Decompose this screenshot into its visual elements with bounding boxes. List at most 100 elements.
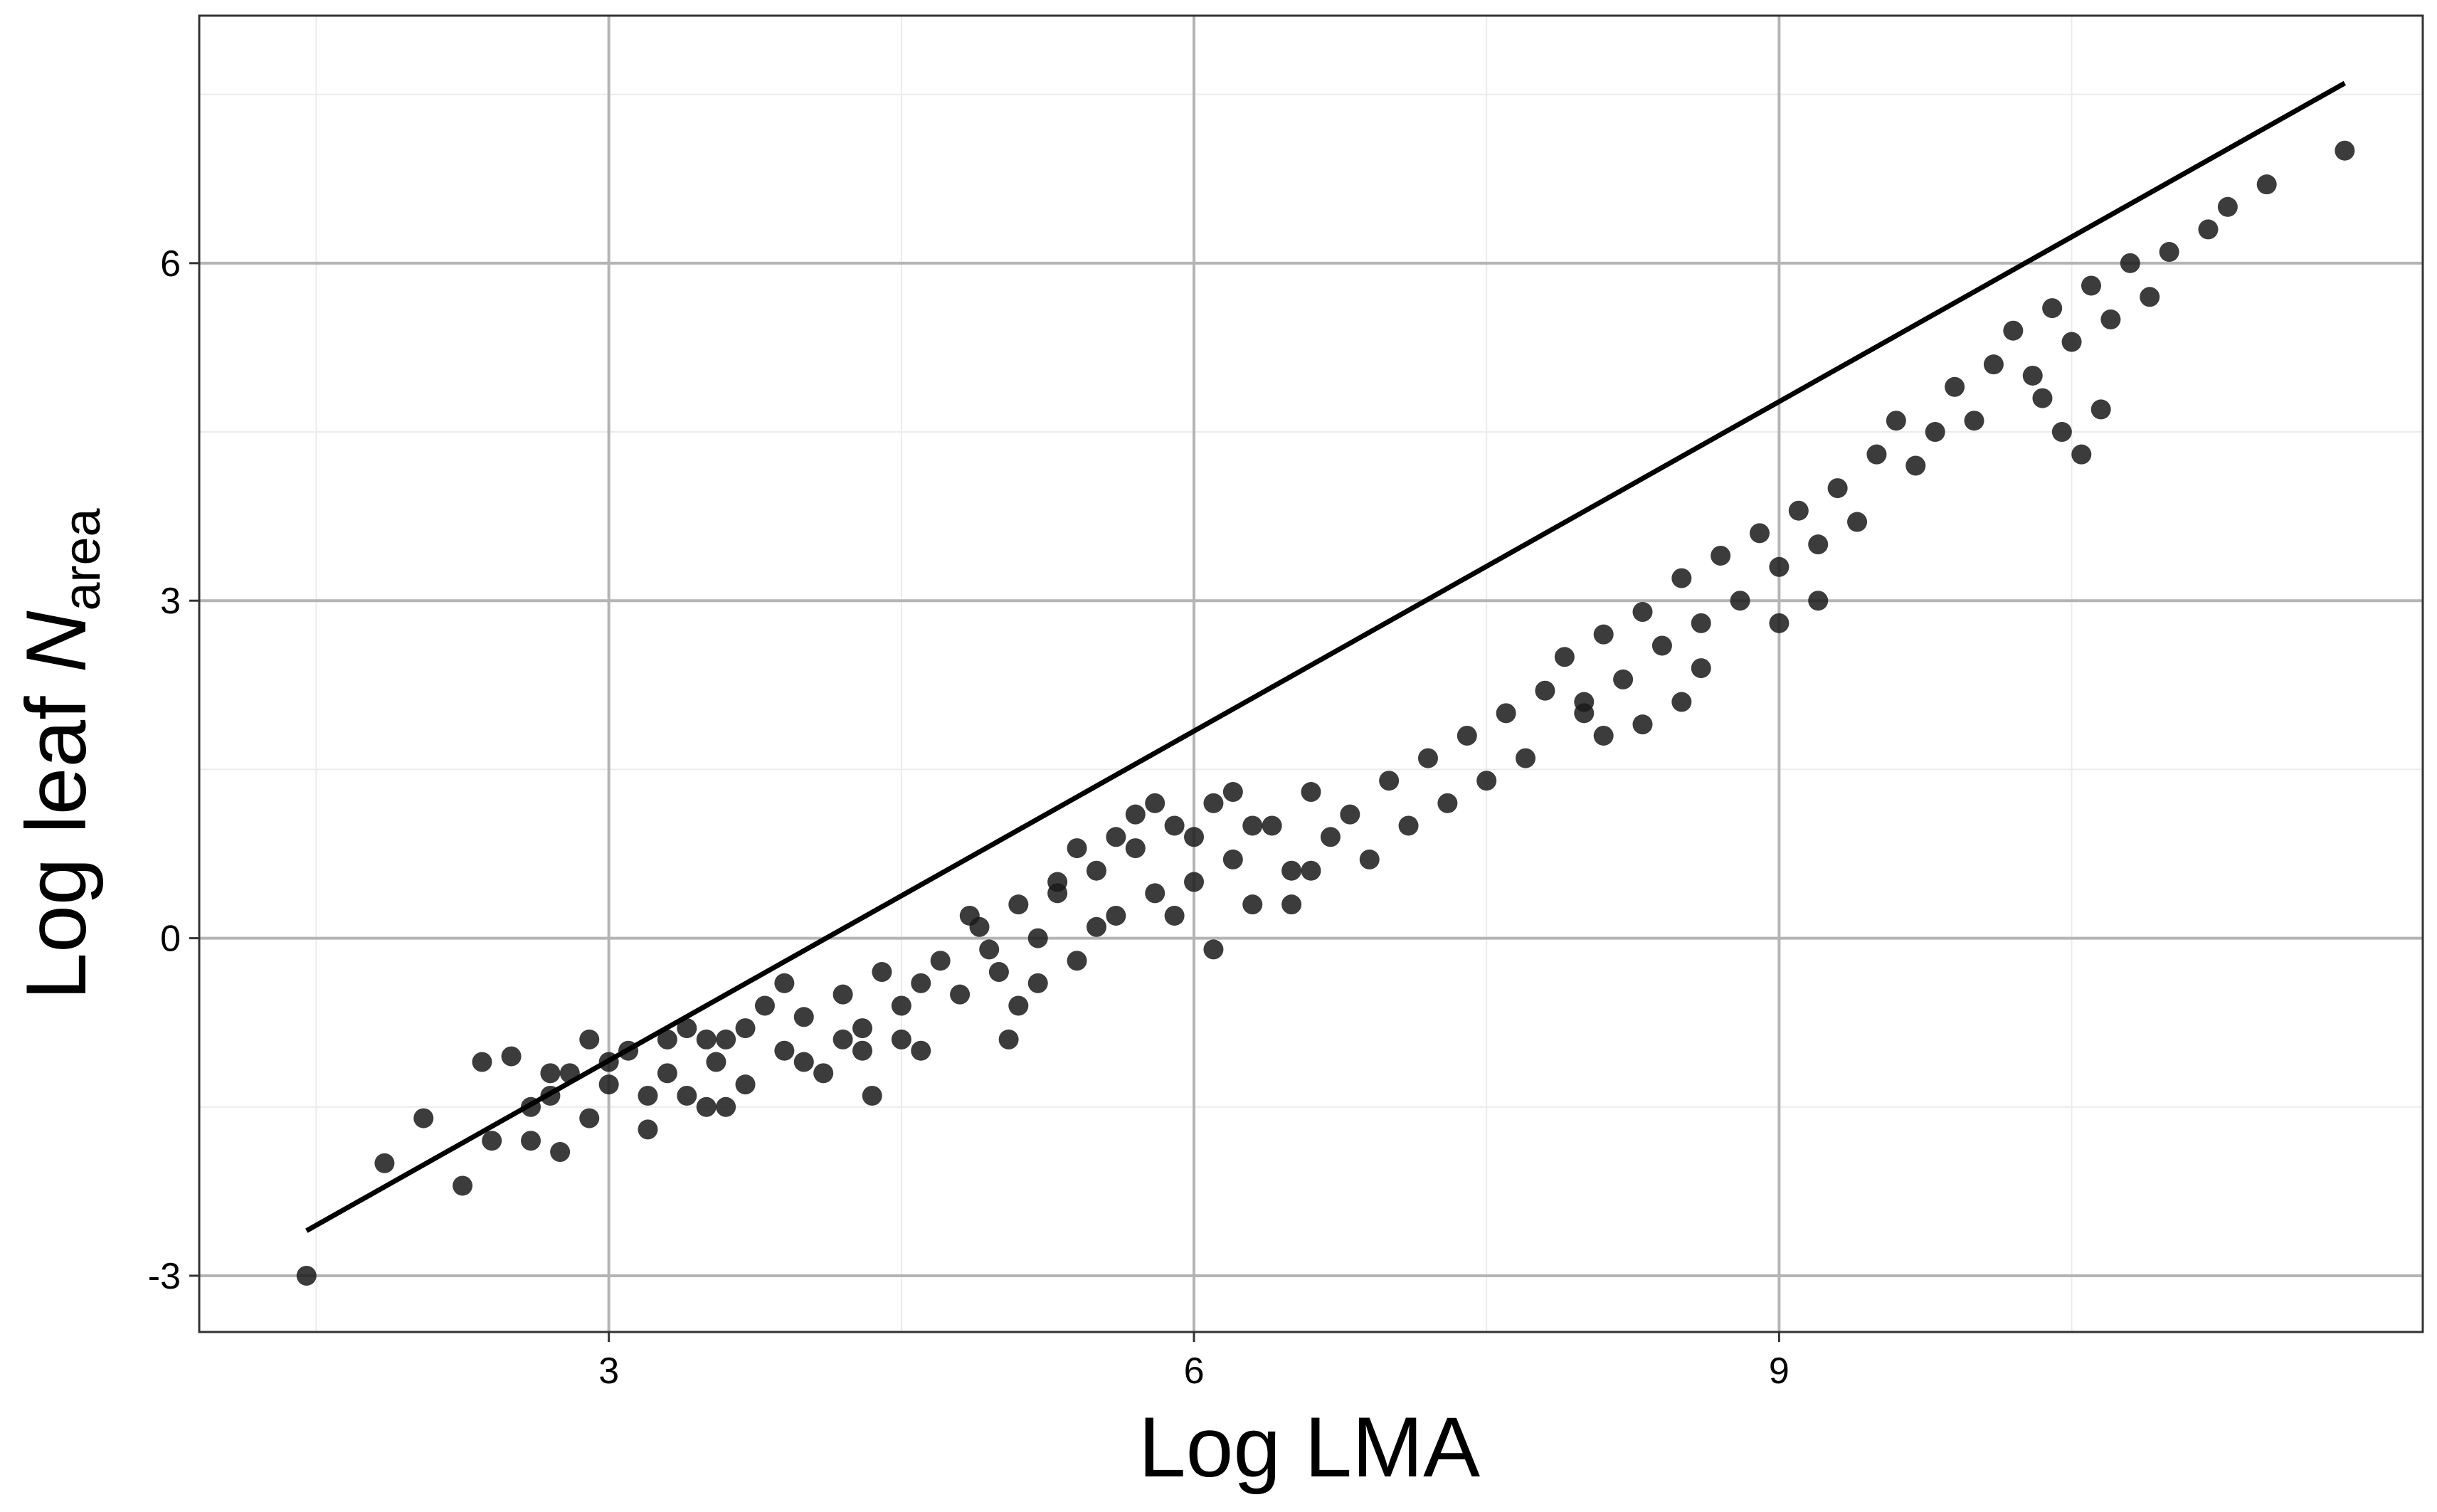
data-point bbox=[1203, 793, 1224, 813]
data-point bbox=[598, 1074, 619, 1095]
data-point bbox=[2051, 422, 2072, 443]
data-point bbox=[1632, 602, 1653, 623]
data-point bbox=[1222, 782, 1243, 803]
data-point bbox=[793, 1052, 814, 1072]
data-point bbox=[1671, 692, 1692, 712]
y-tick-label: -3 bbox=[148, 1256, 181, 1297]
data-point bbox=[1086, 916, 1106, 937]
data-point bbox=[716, 1096, 736, 1117]
data-point bbox=[2256, 174, 2277, 195]
data-point bbox=[1417, 748, 1438, 768]
data-point bbox=[696, 1096, 717, 1117]
data-point bbox=[793, 1007, 814, 1027]
data-point bbox=[2217, 196, 2238, 217]
data-point bbox=[657, 1063, 677, 1084]
data-point bbox=[1827, 478, 1848, 499]
y-axis-title: Log leaf Narea bbox=[9, 507, 111, 1000]
data-point bbox=[2022, 365, 2043, 386]
data-point bbox=[2061, 332, 2082, 352]
data-point bbox=[2198, 219, 2219, 240]
data-point bbox=[296, 1265, 317, 1286]
data-point bbox=[1847, 512, 1868, 532]
data-point bbox=[1262, 815, 1282, 836]
data-point bbox=[677, 1018, 697, 1039]
data-point bbox=[852, 1018, 873, 1039]
data-point bbox=[1496, 703, 1516, 724]
data-point bbox=[550, 1142, 571, 1163]
data-point bbox=[579, 1108, 600, 1128]
data-point bbox=[2120, 253, 2140, 273]
data-point bbox=[1808, 534, 1829, 555]
data-point bbox=[1379, 771, 1400, 791]
data-point bbox=[1769, 613, 1790, 633]
data-point bbox=[2159, 242, 2179, 263]
data-point bbox=[1945, 376, 1965, 397]
data-point bbox=[1905, 455, 1926, 476]
data-point bbox=[959, 905, 980, 926]
data-point bbox=[1691, 613, 1711, 633]
data-point bbox=[1535, 680, 1555, 701]
data-point bbox=[1671, 568, 1692, 588]
data-point bbox=[1145, 883, 1165, 904]
data-point bbox=[1281, 894, 1302, 915]
data-point bbox=[872, 962, 892, 983]
data-point bbox=[774, 1040, 795, 1061]
data-point bbox=[1106, 827, 1126, 847]
data-point bbox=[540, 1063, 561, 1084]
data-point bbox=[482, 1131, 502, 1151]
data-point bbox=[1222, 849, 1243, 869]
data-point bbox=[1086, 860, 1106, 881]
data-point bbox=[1711, 545, 1731, 566]
data-point bbox=[1886, 411, 1906, 431]
data-point bbox=[911, 973, 931, 993]
data-point bbox=[2140, 287, 2160, 307]
data-point bbox=[1145, 793, 1165, 813]
data-point bbox=[1027, 928, 1048, 948]
data-point bbox=[716, 1029, 736, 1050]
data-point bbox=[1593, 725, 1614, 746]
data-point bbox=[638, 1085, 658, 1106]
data-point bbox=[579, 1029, 600, 1050]
data-point bbox=[696, 1029, 717, 1050]
data-point bbox=[1203, 939, 1224, 960]
data-point bbox=[1301, 782, 1321, 803]
data-point bbox=[950, 984, 971, 1005]
data-point bbox=[2100, 309, 2121, 329]
data-point bbox=[1925, 422, 1945, 443]
y-axis-ticks: -3 0 3 6 bbox=[148, 243, 199, 1297]
data-point bbox=[1574, 692, 1595, 712]
data-point bbox=[677, 1085, 697, 1106]
data-point bbox=[2042, 298, 2063, 319]
data-point bbox=[754, 995, 775, 1016]
data-point bbox=[1691, 658, 1711, 679]
data-point bbox=[1067, 951, 1087, 971]
x-tick-label: 9 bbox=[1769, 1350, 1790, 1392]
data-point bbox=[472, 1052, 492, 1072]
y-axis-title-subscript: area bbox=[54, 507, 111, 610]
data-point bbox=[911, 1040, 931, 1061]
data-point bbox=[852, 1040, 873, 1061]
data-point bbox=[1125, 838, 1146, 859]
data-point bbox=[1027, 973, 1048, 993]
data-point bbox=[1008, 995, 1029, 1016]
data-point bbox=[1242, 815, 1263, 836]
data-point bbox=[1476, 771, 1497, 791]
data-point bbox=[998, 1029, 1019, 1050]
data-point bbox=[832, 1029, 853, 1050]
data-point bbox=[1437, 793, 1458, 813]
data-point bbox=[1184, 872, 1205, 892]
data-point bbox=[1164, 815, 1185, 836]
data-point bbox=[930, 951, 951, 971]
data-point bbox=[1632, 714, 1653, 735]
y-tick-label: 3 bbox=[160, 581, 181, 622]
data-point bbox=[735, 1074, 756, 1095]
x-tick-label: 6 bbox=[1184, 1350, 1205, 1392]
data-point bbox=[521, 1131, 541, 1151]
data-point bbox=[2032, 388, 2053, 408]
data-point bbox=[1008, 894, 1029, 915]
data-point bbox=[501, 1046, 522, 1067]
data-point bbox=[1964, 411, 1984, 431]
regression-line bbox=[305, 80, 2347, 1233]
data-point bbox=[2071, 444, 2092, 465]
data-point bbox=[1164, 905, 1185, 926]
